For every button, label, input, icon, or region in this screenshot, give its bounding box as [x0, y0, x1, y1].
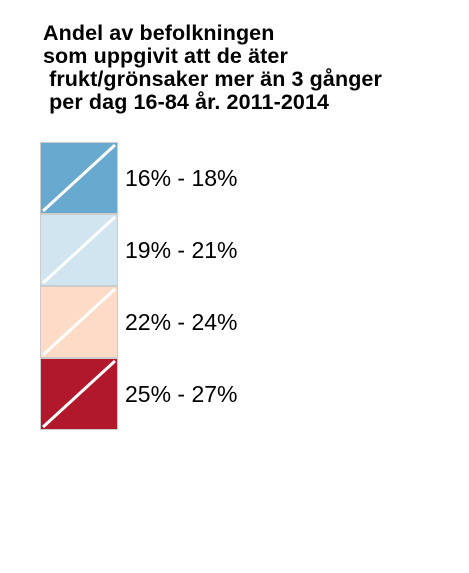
legend-label-16-18: 16% - 18% [125, 165, 238, 191]
legend-item-25-27: 25% - 27% [40, 358, 460, 430]
legend-title-line-2: som uppgivit att de äter [43, 44, 288, 68]
legend-title: Andel av befolkningen som uppgivit att d… [43, 22, 382, 114]
legend-swatch-19-21 [40, 214, 118, 286]
legend-label-25-27: 25% - 27% [125, 381, 238, 407]
swatch-diagonal [41, 359, 117, 429]
swatch-diagonal [41, 287, 117, 357]
legend-swatch-16-18 [40, 142, 118, 214]
swatch-diagonal [41, 215, 117, 285]
legend-item-19-21: 19% - 21% [40, 214, 460, 286]
swatch-graphic [40, 214, 118, 286]
legend-title-line-3: frukt/grönsaker mer än 3 gånger [43, 67, 382, 91]
legend-label-19-21: 19% - 21% [125, 237, 238, 263]
legend-swatch-22-24 [40, 286, 118, 358]
legend-swatch-25-27 [40, 358, 118, 430]
legend-item-16-18: 16% - 18% [40, 142, 460, 214]
swatch-graphic [40, 142, 118, 214]
swatch-diagonal [41, 143, 117, 213]
swatch-graphic [40, 358, 118, 430]
legend-title-line-4: per dag 16-84 år. 2011-2014 [43, 90, 330, 114]
legend-item-22-24: 22% - 24% [40, 286, 460, 358]
swatch-graphic [40, 286, 118, 358]
legend-title-line-1: Andel av befolkningen [43, 21, 275, 45]
legend-label-22-24: 22% - 24% [125, 309, 238, 335]
